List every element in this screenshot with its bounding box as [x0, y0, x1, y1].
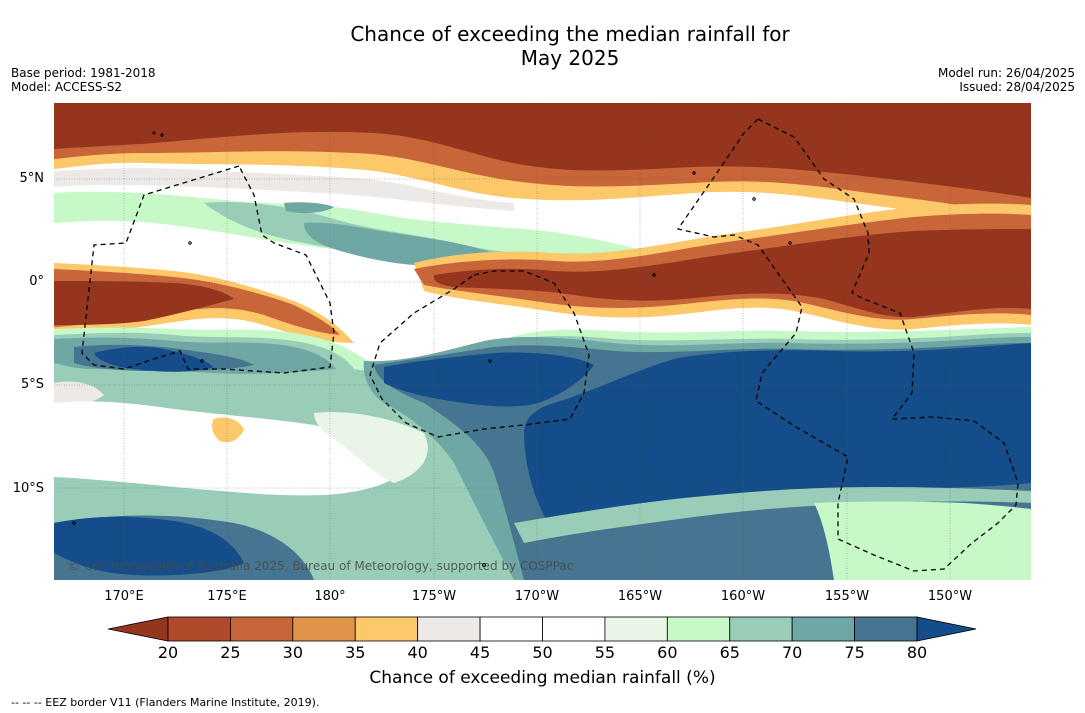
colorbar-tick-label: 80 [906, 643, 928, 662]
colorbar-segment [542, 616, 606, 642]
colorbar-tick-label: 25 [220, 643, 241, 662]
colorbar-segment [167, 616, 231, 642]
colorbar-tick-label: 30 [282, 643, 303, 662]
colorbar-segment [479, 616, 543, 642]
colorbar-segment [729, 616, 793, 642]
lat-label-10s: 10°S [12, 481, 44, 496]
zone-west-white [54, 401, 404, 496]
eez-border-central [369, 270, 590, 438]
lon-label-180: 180° [314, 589, 346, 604]
map-title: Chance of exceeding the median rainfall … [0, 22, 1085, 70]
colorbar-tick-label: 65 [719, 643, 740, 662]
lat-label-5s: 5°S [20, 377, 44, 392]
colorbar-segment [666, 616, 731, 642]
copyright-text: © Commonwealth of Australia 2025, Bureau… [68, 559, 574, 573]
colorbar-label: Chance of exceeding median rainfall (%) [0, 668, 1085, 688]
issued-text: Issued: 28/04/2025 [959, 80, 1075, 94]
meta-right: Model run: 26/04/2025 Issued: 28/04/2025 [938, 66, 1075, 94]
lon-label-160w: 160°W [720, 589, 766, 604]
model-run-text: Model run: 26/04/2025 [937, 66, 1075, 80]
lat-label-5n: 5°N [19, 171, 45, 186]
zone-north-p20 [54, 103, 1031, 198]
colorbar-segment [791, 616, 855, 642]
lon-label-175e: 175°E [207, 589, 247, 604]
base-period-text: Base period: 1981-2018 [11, 66, 156, 80]
title-line-2: May 2025 [520, 46, 620, 70]
colorbar-segment [604, 616, 668, 642]
lon-label-150w: 150°W [927, 589, 973, 604]
colorbar-tick-label: 45 [469, 643, 491, 662]
zone-west-p40 [212, 417, 244, 443]
colorbar-label-text: Chance of exceeding median rainfall (%) [369, 668, 716, 688]
eez-borders [81, 118, 1019, 572]
colorbar-tick-label: 60 [657, 643, 678, 662]
lon-label-170e: 170°E [104, 589, 144, 604]
colorbar-segment [854, 616, 918, 642]
lon-label-175w: 175°W [411, 589, 457, 604]
zone-west-p55 [314, 412, 428, 483]
lat-label-0: 0° [29, 274, 44, 289]
colorbar-segment [354, 616, 419, 642]
zone-north-p70 [304, 222, 494, 266]
eez-border-east [676, 118, 1019, 572]
eez-footnote: -- -- -- EEZ border V11 (Flanders Marine… [11, 696, 320, 709]
colorbar-tick-label: 75 [844, 643, 865, 662]
rainfall-map-canvas [54, 103, 1031, 580]
lon-label-165w: 165°W [617, 589, 663, 604]
colorbar-segment [230, 616, 294, 642]
colorbar-tick-label: 20 [157, 643, 179, 662]
colorbar-under-arrow [107, 616, 169, 642]
lon-label-155w: 155°W [824, 589, 870, 604]
zone-equator-p20 [54, 229, 1031, 325]
colorbar-segment [292, 616, 356, 642]
zone-south-p60b [814, 501, 1031, 580]
model-text: Model: ACCESS-S2 [11, 80, 123, 94]
colorbar-tick-label: 50 [532, 643, 553, 662]
rainfall-map [54, 103, 1031, 580]
colorbar-over-arrow [916, 616, 977, 642]
colorbar-segments [107, 616, 977, 642]
colorbar-tick-label: 55 [594, 643, 616, 662]
colorbar-tick-label: 70 [781, 643, 803, 662]
lon-label-170w: 170°W [514, 589, 560, 604]
colorbar-tick-label: 35 [345, 643, 366, 662]
zone-north-p70b [284, 202, 334, 214]
colorbar-tick-label: 40 [407, 643, 428, 662]
eez-border-west [81, 165, 335, 374]
zone-south-p65b [514, 487, 1031, 543]
zone-south-p80 [54, 343, 1031, 576]
islands [72, 131, 792, 567]
meta-left: Base period: 1981-2018 Model: ACCESS-S2 [11, 66, 156, 94]
map-gridlines [54, 103, 1031, 580]
colorbar-segment [417, 616, 481, 642]
title-line-1: Chance of exceeding the median rainfall … [350, 22, 790, 46]
